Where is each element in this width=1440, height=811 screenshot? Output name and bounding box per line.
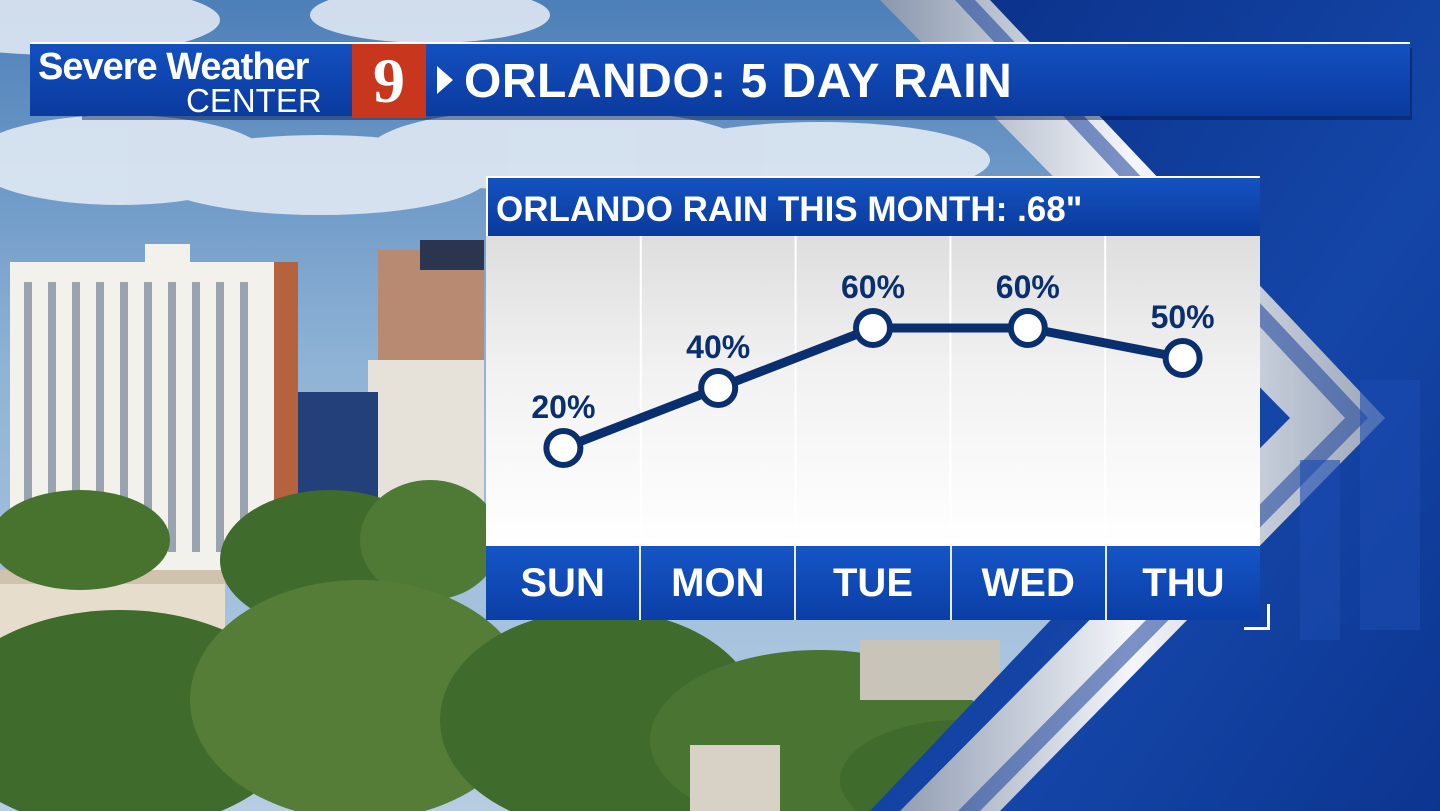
day-label-wed: WED: [951, 546, 1107, 620]
data-label-sun: 20%: [531, 389, 595, 425]
header-bar: Severe Weather CENTER 9 ORLANDO: 5 DAY R…: [30, 42, 1412, 120]
day-label-tue: TUE: [796, 546, 952, 620]
play-arrow-icon: [437, 66, 453, 94]
channel-9-logo: 9: [352, 44, 426, 118]
data-point-thu: [1162, 338, 1203, 378]
header-main: Severe Weather CENTER 9 ORLANDO: 5 DAY R…: [30, 42, 1410, 119]
data-label-mon: 40%: [686, 329, 750, 365]
day-label-thu: THU: [1106, 546, 1261, 620]
station-logo: Severe Weather CENTER: [30, 44, 352, 119]
data-label-wed: 60%: [996, 269, 1060, 305]
data-label-tue: 60%: [841, 269, 905, 305]
rain-chart-card: ORLANDO RAIN THIS MONTH: .68" 20% 40% 60% 6…: [486, 176, 1261, 620]
data-point-mon: [698, 368, 739, 408]
day-label-sun: SUN: [486, 546, 642, 620]
data-label-thu: 50%: [1151, 299, 1215, 335]
page-title: ORLANDO: 5 DAY RAIN: [464, 55, 1013, 108]
day-label-mon: MON: [641, 546, 797, 620]
right-panel: [870, 0, 1440, 811]
corner-bracket: [1244, 604, 1270, 630]
rain-line-chart: 20% 40% 60% 60% 50%: [531, 236, 1215, 546]
logo-line2: CENTER: [186, 82, 322, 119]
right-skyline: [1300, 380, 1420, 640]
day-labels-row: SUN MON TUE WED THU: [486, 546, 1261, 620]
clouds: [0, 0, 990, 215]
trees: [0, 480, 1080, 811]
data-point-tue: [853, 308, 893, 348]
rooftops: [690, 640, 1000, 811]
data-point-sun: [543, 428, 584, 468]
data-point-wed: [1007, 308, 1048, 348]
logo-line1: Severe Weather: [38, 46, 309, 88]
chart-title-bar: ORLANDO RAIN THIS MONTH: .68": [486, 176, 1260, 236]
chart-title: ORLANDO RAIN THIS MONTH: .68": [496, 190, 1083, 229]
plot-area: [486, 236, 1260, 546]
